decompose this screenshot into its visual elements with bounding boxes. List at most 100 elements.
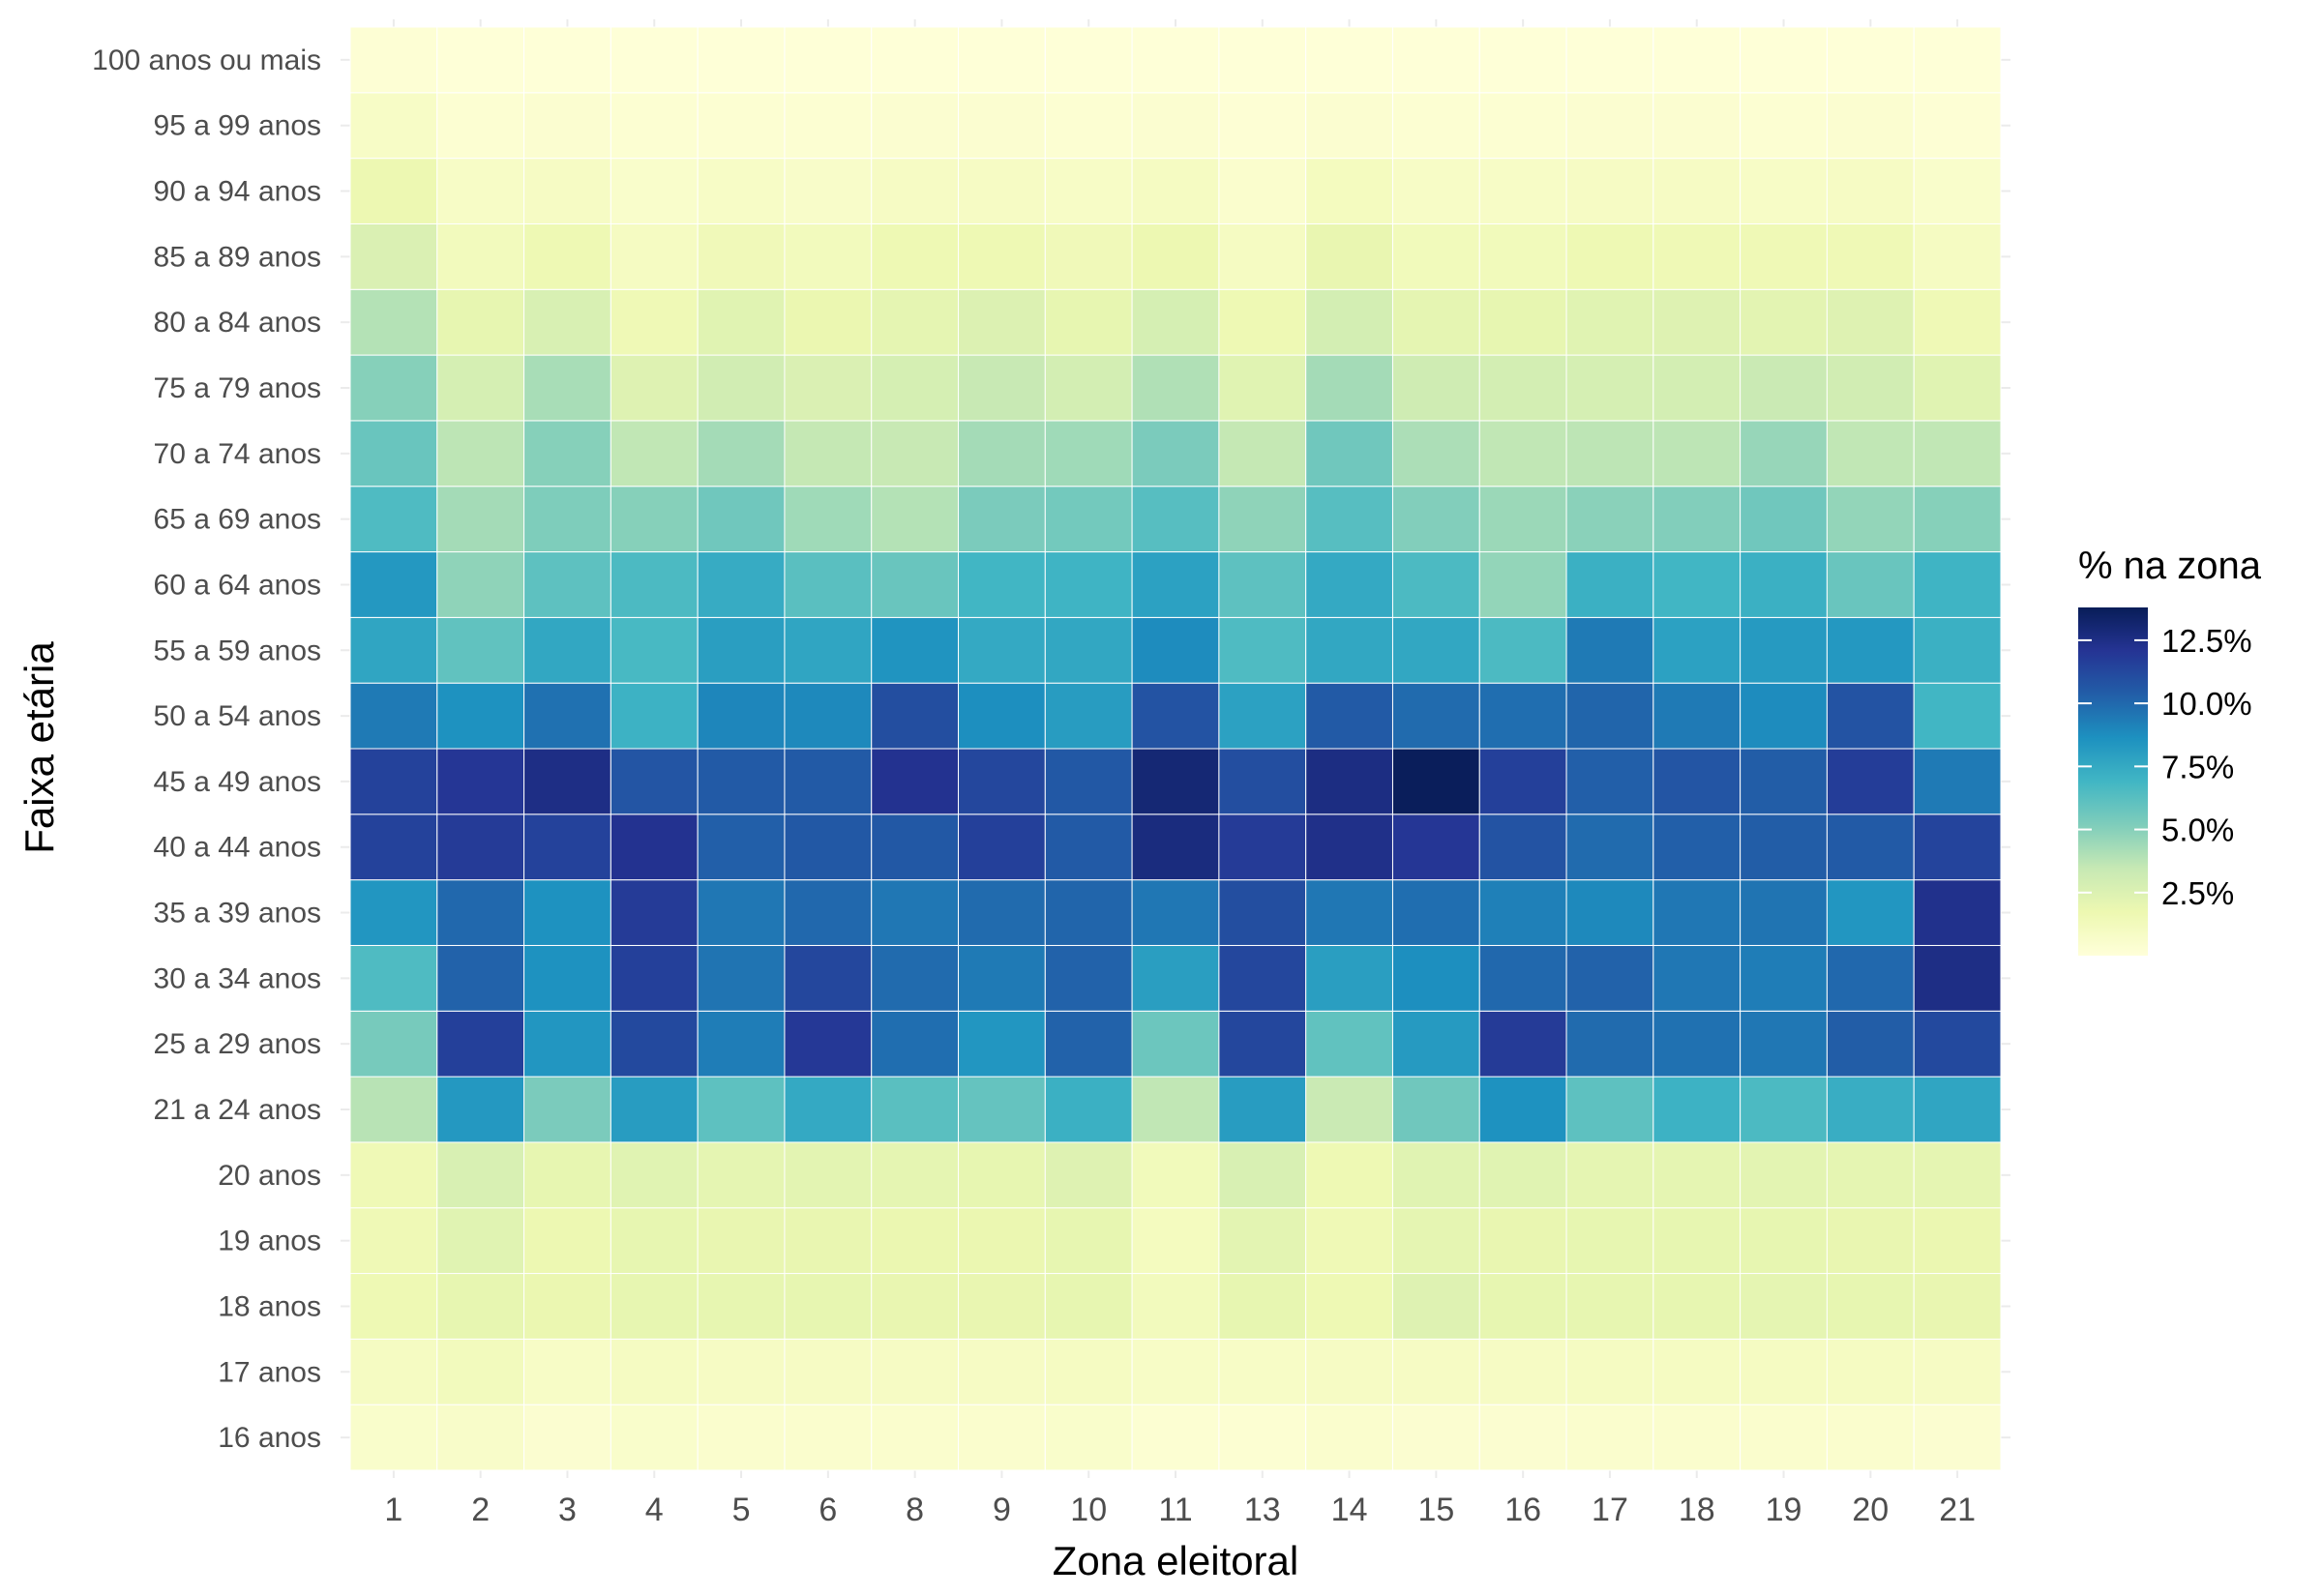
heatmap-cell xyxy=(697,748,786,815)
heatmap-cell xyxy=(1652,420,1742,488)
heatmap-cell xyxy=(1131,1273,1220,1340)
heatmap-cell xyxy=(349,354,438,422)
heatmap-cell xyxy=(1826,158,1915,224)
heatmap-cell xyxy=(1305,1404,1393,1471)
heatmap-cell xyxy=(784,1273,873,1340)
heatmap-cell xyxy=(1305,158,1393,224)
heatmap-cell xyxy=(1652,1207,1742,1275)
heatmap-cell xyxy=(1044,354,1133,422)
heatmap-cell xyxy=(1913,1338,2002,1405)
heatmap-cell xyxy=(436,222,525,290)
heatmap-cell xyxy=(1740,813,1828,881)
y-tick-label: 85 a 89 anos xyxy=(154,241,321,273)
y-tick-label: 35 a 39 anos xyxy=(154,898,321,930)
legend-tick-label: 10.0% xyxy=(2161,686,2252,722)
heatmap-cell xyxy=(1305,748,1393,815)
heatmap-cell xyxy=(1740,354,1828,422)
heatmap-cell xyxy=(784,354,873,422)
heatmap-cell xyxy=(1565,1404,1654,1471)
heatmap-cell xyxy=(1913,288,2002,356)
heatmap-cell xyxy=(1652,551,1742,618)
heatmap-cell xyxy=(697,420,786,488)
heatmap-cell xyxy=(436,158,525,224)
heatmap-cell xyxy=(1044,92,1133,160)
heatmap-cell xyxy=(1826,616,1915,684)
heatmap-cell xyxy=(1305,813,1393,881)
heatmap-cell xyxy=(349,26,438,94)
heatmap-cell xyxy=(958,944,1046,1012)
heatmap-cell xyxy=(871,616,960,684)
heatmap-cell xyxy=(1044,879,1133,946)
heatmap-cell xyxy=(1044,1141,1133,1209)
legend-tick-label: 7.5% xyxy=(2161,749,2234,784)
x-tick-label: 4 xyxy=(645,1492,664,1528)
heatmap-cell xyxy=(1826,92,1915,160)
heatmap-cell xyxy=(1131,26,1220,94)
heatmap-cell xyxy=(1740,92,1828,160)
heatmap-cell xyxy=(697,1207,786,1275)
heatmap-cell xyxy=(436,1207,525,1275)
heatmap-cell xyxy=(1044,486,1133,553)
y-tick-label: 17 anos xyxy=(218,1356,321,1388)
heatmap-cell xyxy=(1565,354,1654,422)
heatmap-cell xyxy=(1044,26,1133,94)
heatmap-cell xyxy=(784,1404,873,1471)
legend-colorbar xyxy=(2078,607,2148,956)
heatmap-cell xyxy=(1131,748,1220,815)
heatmap-cell xyxy=(436,354,525,422)
heatmap-cell xyxy=(523,1338,611,1405)
heatmap-cell xyxy=(1305,1338,1393,1405)
heatmap-cell xyxy=(349,551,438,618)
heatmap-cell xyxy=(1305,1141,1393,1209)
heatmap-cell xyxy=(349,222,438,290)
heatmap-cell xyxy=(1131,1141,1220,1209)
heatmap-cell xyxy=(610,813,699,881)
heatmap-cell xyxy=(1478,288,1567,356)
heatmap-cell xyxy=(1826,26,1915,94)
heatmap-cell xyxy=(1131,288,1220,356)
heatmap-cell xyxy=(1044,748,1133,815)
heatmap-cell xyxy=(1391,1207,1480,1275)
heatmap-cell xyxy=(1652,682,1742,750)
heatmap-cell xyxy=(436,288,525,356)
heatmap-cell xyxy=(1826,682,1915,750)
heatmap-cell xyxy=(1305,26,1393,94)
x-tick-label: 8 xyxy=(906,1492,924,1528)
heatmap-cell xyxy=(1044,1404,1133,1471)
heatmap-cell xyxy=(349,486,438,553)
heatmap-cell xyxy=(523,1076,611,1143)
heatmap-cell xyxy=(697,1076,786,1143)
x-axis-title: Zona eleitoral xyxy=(1053,1538,1298,1583)
heatmap-cell xyxy=(1913,486,2002,553)
heatmap-cell xyxy=(1652,944,1742,1012)
heatmap-cell xyxy=(523,551,611,618)
heatmap-cell xyxy=(784,682,873,750)
heatmap-cell xyxy=(1565,288,1654,356)
heatmap-cell xyxy=(1218,682,1307,750)
heatmap-cell xyxy=(1652,158,1742,224)
heatmap-cell xyxy=(610,616,699,684)
y-tick-label: 16 anos xyxy=(218,1422,321,1454)
heatmap-cell xyxy=(1826,551,1915,618)
legend-tick-label: 12.5% xyxy=(2161,623,2252,659)
heatmap-cell xyxy=(610,92,699,160)
heatmap-cell xyxy=(697,944,786,1012)
heatmap-cell xyxy=(1740,1404,1828,1471)
heatmap-cell xyxy=(1044,944,1133,1012)
heatmap-cell xyxy=(697,551,786,618)
heatmap-cell xyxy=(1478,551,1567,618)
heatmap-cell xyxy=(349,1404,438,1471)
heatmap-cell xyxy=(1565,92,1654,160)
heatmap-cell xyxy=(1565,944,1654,1012)
heatmap-cell xyxy=(1826,944,1915,1012)
heatmap-cell xyxy=(1478,682,1567,750)
heatmap-cell xyxy=(784,486,873,553)
heatmap-cell xyxy=(1391,92,1480,160)
heatmap-cell xyxy=(871,1207,960,1275)
heatmap-cell xyxy=(871,1010,960,1078)
heatmap-cell xyxy=(1913,1141,2002,1209)
heatmap-cell xyxy=(697,1010,786,1078)
heatmap-cell xyxy=(436,1141,525,1209)
heatmap-cell xyxy=(697,354,786,422)
heatmap-cell xyxy=(523,813,611,881)
